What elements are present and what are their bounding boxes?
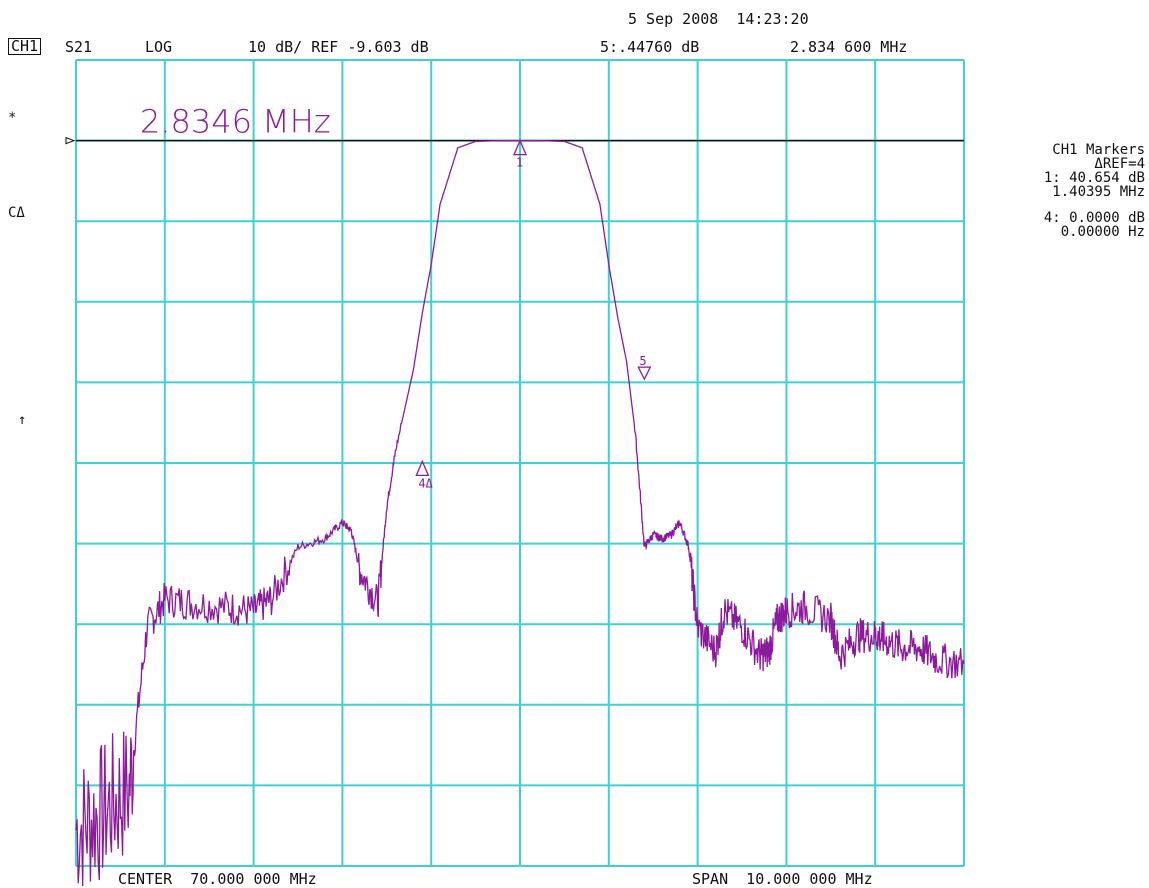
marker-4-label: 4Δ	[418, 476, 433, 490]
channel-label: CH1	[8, 38, 42, 55]
marker-5-icon	[637, 366, 652, 381]
markers-panel: CH1 Markers ΔREF=4 1: 40.654 dB 1.40395 …	[985, 143, 1145, 239]
scale-reference-label: 10 dB/ REF -9.603 dB	[248, 38, 429, 56]
marker-4-frequency: 0.00000 Hz	[1060, 224, 1145, 240]
span-label: SPAN 10.000 000 MHz	[692, 870, 873, 888]
graticule	[75, 59, 965, 867]
star-indicator: *	[8, 110, 17, 126]
s21-trace	[75, 139, 965, 887]
markers-ref: ΔREF=4	[1094, 156, 1145, 172]
reference-marker-icon	[65, 136, 76, 145]
marker-1-value: 1: 40.654 dB	[1043, 170, 1145, 186]
arrow-indicator: ↑	[18, 412, 27, 428]
parameter-label: S21	[65, 38, 93, 56]
coupled-delta-indicator: CΔ	[8, 205, 25, 221]
marker-1-icon	[513, 138, 527, 156]
format-label: LOG	[145, 38, 173, 56]
marker-1-label: 1	[516, 156, 523, 170]
marker-1-frequency: 1.40395 MHz	[1052, 184, 1145, 200]
marker-frequency-annotation: 2.8346 MHz	[140, 103, 331, 141]
marker-4-icon	[415, 459, 430, 477]
markers-title: CH1 Markers	[1052, 142, 1145, 158]
center-frequency-label: CENTER 70.000 000 MHz	[118, 870, 317, 888]
marker-frequency: 2.834 600 MHz	[790, 38, 908, 56]
marker-5-label: 5	[639, 354, 646, 368]
marker-readout: 5:.44760 dB	[600, 38, 700, 56]
datetime-readout: 5 Sep 2008 14:23:20	[628, 10, 809, 28]
markers: 1 4Δ 5	[415, 138, 652, 490]
marker-4-value: 4: 0.0000 dB	[1043, 210, 1145, 226]
